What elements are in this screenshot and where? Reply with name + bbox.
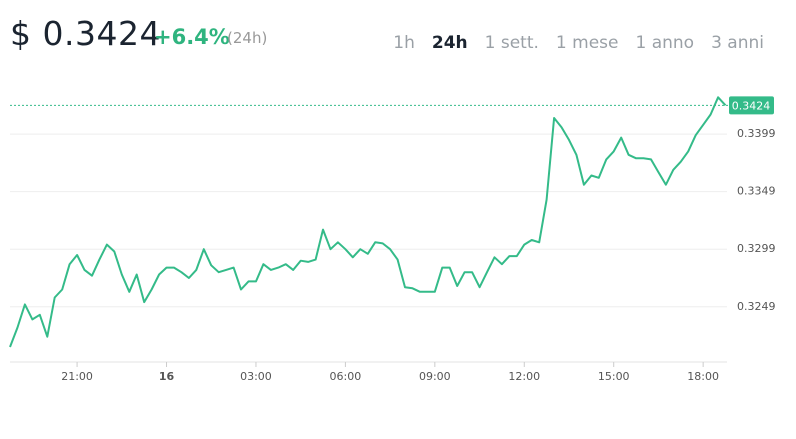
- current-price-box: [729, 96, 774, 115]
- price-change: +6.4%: [154, 25, 230, 49]
- x-tick-label: 03:00: [240, 370, 272, 383]
- timeframe-selector: 1h 24h 1 sett. 1 mese 1 anno 3 anni: [393, 33, 764, 53]
- y-tick-label: 0.3349: [737, 185, 776, 198]
- price-line: [9, 96, 727, 348]
- x-tick-label: 18:00: [687, 370, 719, 383]
- x-tick-label: 09:00: [419, 370, 451, 383]
- x-tick-label: 12:00: [508, 370, 540, 383]
- timeframe-button[interactable]: 24h: [431, 33, 468, 53]
- x-tick-label: 16: [159, 370, 175, 383]
- timeframe-button[interactable]: 1 anno: [635, 33, 695, 53]
- y-tick-label: 0.3249: [737, 300, 776, 313]
- timeframe-button[interactable]: 3 anni: [711, 33, 764, 53]
- change-period: (24h): [227, 29, 268, 47]
- x-tick-label: 15:00: [598, 370, 630, 383]
- timeframe-button[interactable]: 1 sett.: [484, 33, 539, 53]
- current-price-label: 0.3424: [732, 99, 771, 112]
- timeframe-button[interactable]: 1 mese: [555, 33, 619, 53]
- price: $ 0.3424: [10, 14, 161, 53]
- y-tick-label: 0.3399: [737, 127, 776, 140]
- x-tick-label: 21:00: [61, 370, 93, 383]
- x-tick-label: 06:00: [330, 370, 362, 383]
- y-tick-label: 0.3299: [737, 242, 776, 255]
- timeframe-button[interactable]: 1h: [393, 33, 415, 53]
